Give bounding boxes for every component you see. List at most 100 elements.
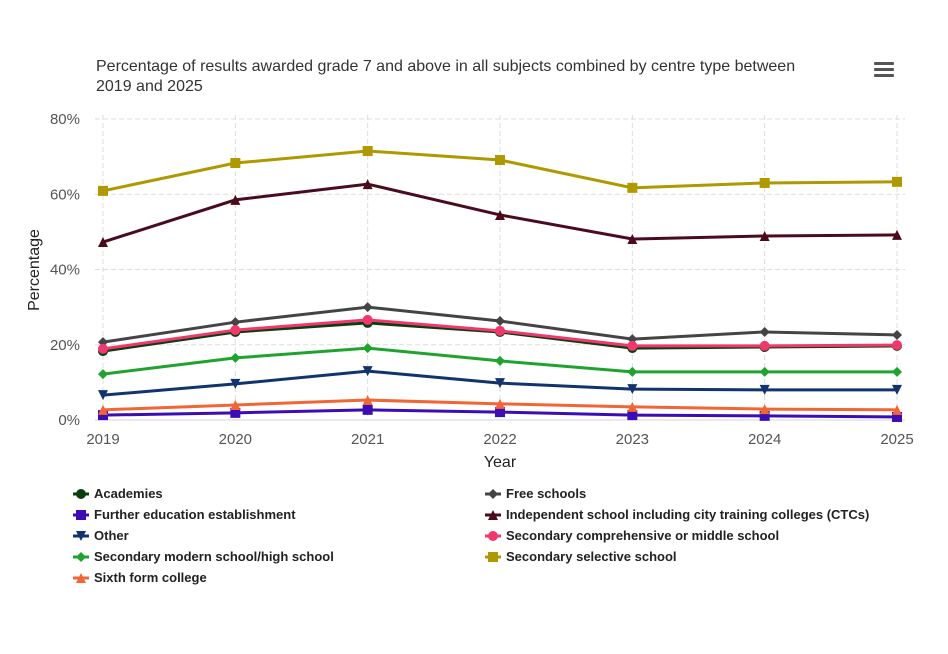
legend-item[interactable]: Secondary selective school <box>484 549 677 564</box>
data-point[interactable] <box>892 176 902 187</box>
data-point[interactable] <box>627 234 638 245</box>
data-point[interactable] <box>230 194 241 205</box>
x-tick-label: 2020 <box>219 431 252 448</box>
legend-label: Free schools <box>506 486 587 501</box>
legend-marker-icon <box>73 551 89 562</box>
data-point[interactable] <box>362 145 373 156</box>
legend-label: Secondary modern school/high school <box>94 549 334 564</box>
legend-item[interactable]: Academies <box>72 486 163 501</box>
legend-label: Secondary comprehensive or middle school <box>506 528 780 543</box>
data-point[interactable] <box>230 158 241 169</box>
data-point[interactable] <box>892 411 902 422</box>
data-point[interactable] <box>230 407 241 418</box>
data-point[interactable] <box>495 209 505 220</box>
data-point[interactable] <box>495 407 505 418</box>
series-other[interactable] <box>98 366 902 401</box>
hamburger-menu-icon[interactable] <box>874 62 894 78</box>
data-point[interactable] <box>230 399 241 410</box>
legend-marker-icon <box>73 572 89 583</box>
y-tick-label: 40% <box>50 262 80 279</box>
x-tick-label: 2023 <box>616 431 649 448</box>
data-point[interactable] <box>230 325 241 336</box>
data-point[interactable] <box>230 378 241 389</box>
legend-marker-icon <box>73 509 89 520</box>
data-point[interactable] <box>759 340 770 351</box>
data-point[interactable] <box>892 384 902 395</box>
series-sixth-form-college[interactable] <box>98 395 902 415</box>
y-tick-label: 0% <box>58 412 80 429</box>
y-tick-label: 20% <box>50 337 80 354</box>
legend-item[interactable]: Independent school including city traini… <box>484 507 869 522</box>
data-point[interactable] <box>362 179 373 190</box>
data-point[interactable] <box>362 395 373 406</box>
data-point[interactable] <box>892 404 902 415</box>
legend-marker-icon <box>73 488 89 499</box>
series-further-education-establishment[interactable] <box>98 404 902 422</box>
x-tick-label: 2024 <box>748 431 781 448</box>
y-axis-title: Percentage <box>26 229 43 311</box>
data-point[interactable] <box>759 366 770 377</box>
data-point[interactable] <box>892 366 902 377</box>
data-point[interactable] <box>627 410 638 421</box>
data-point[interactable] <box>892 340 902 351</box>
series-secondary-modern-school-high-school[interactable] <box>98 343 902 380</box>
legend-label: Academies <box>94 486 163 501</box>
data-point[interactable] <box>98 185 108 196</box>
legend-marker-icon <box>485 509 501 520</box>
legend-item[interactable]: Secondary modern school/high school <box>72 549 334 564</box>
data-point[interactable] <box>362 314 373 325</box>
data-point[interactable] <box>98 410 108 421</box>
data-point[interactable] <box>98 390 108 401</box>
data-point[interactable] <box>362 343 373 354</box>
legend-marker-icon <box>485 551 501 562</box>
data-point[interactable] <box>495 316 505 327</box>
legend-label: Other <box>94 528 129 543</box>
legend-item[interactable]: Free schools <box>484 486 586 501</box>
legend-marker-icon <box>73 530 89 541</box>
data-point[interactable] <box>495 325 505 336</box>
legend-label: Sixth form college <box>94 570 207 585</box>
data-point[interactable] <box>495 155 505 166</box>
data-point[interactable] <box>627 182 638 193</box>
data-point[interactable] <box>230 317 241 328</box>
data-point[interactable] <box>495 378 505 389</box>
legend-item[interactable]: Sixth form college <box>72 570 207 585</box>
data-point[interactable] <box>759 384 770 395</box>
data-point[interactable] <box>362 302 373 313</box>
legend-item[interactable]: Other <box>72 528 129 543</box>
data-point[interactable] <box>627 401 638 412</box>
legend-item[interactable]: Further education establishment <box>72 507 296 522</box>
data-point[interactable] <box>759 177 770 188</box>
x-tick-label: 2019 <box>86 431 119 448</box>
data-point[interactable] <box>98 237 108 248</box>
data-point[interactable] <box>892 329 902 340</box>
data-point[interactable] <box>495 355 505 366</box>
data-point[interactable] <box>759 326 770 337</box>
legend-label: Secondary selective school <box>506 549 677 564</box>
legend-marker-icon <box>485 488 501 499</box>
data-point[interactable] <box>362 366 373 377</box>
data-point[interactable] <box>759 410 770 421</box>
series-secondary-selective-school[interactable] <box>98 145 902 196</box>
data-point[interactable] <box>230 352 241 363</box>
data-point[interactable] <box>892 229 902 240</box>
series-secondary-comprehensive-or-middle-school[interactable] <box>98 314 902 354</box>
legend-marker-icon <box>485 530 501 541</box>
data-point[interactable] <box>627 384 638 395</box>
legend-label: Further education establishment <box>94 507 296 522</box>
data-point[interactable] <box>627 340 638 351</box>
data-point[interactable] <box>362 404 373 415</box>
data-point[interactable] <box>759 231 770 242</box>
x-tick-label: 2025 <box>880 431 913 448</box>
data-point[interactable] <box>98 343 108 354</box>
data-point[interactable] <box>98 369 108 380</box>
data-point[interactable] <box>759 404 770 415</box>
data-point[interactable] <box>495 398 505 409</box>
data-point[interactable] <box>98 404 108 415</box>
legend-item[interactable]: Secondary comprehensive or middle school <box>484 528 779 543</box>
data-point[interactable] <box>627 366 638 377</box>
series-free-schools[interactable] <box>98 302 902 348</box>
series-independent-school-including-city-training-colleges-ctcs-[interactable] <box>98 179 902 248</box>
